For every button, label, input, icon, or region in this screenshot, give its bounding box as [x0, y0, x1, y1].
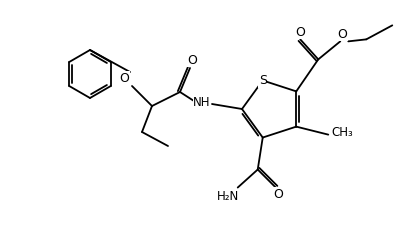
Text: S: S [259, 74, 267, 87]
Text: O: O [337, 28, 347, 41]
Text: NH: NH [193, 96, 211, 109]
Text: O: O [187, 54, 197, 67]
Text: H₂N: H₂N [217, 190, 239, 203]
Text: O: O [295, 26, 305, 39]
Text: O: O [119, 72, 129, 84]
Text: CH₃: CH₃ [331, 126, 353, 139]
Text: O: O [273, 188, 283, 201]
